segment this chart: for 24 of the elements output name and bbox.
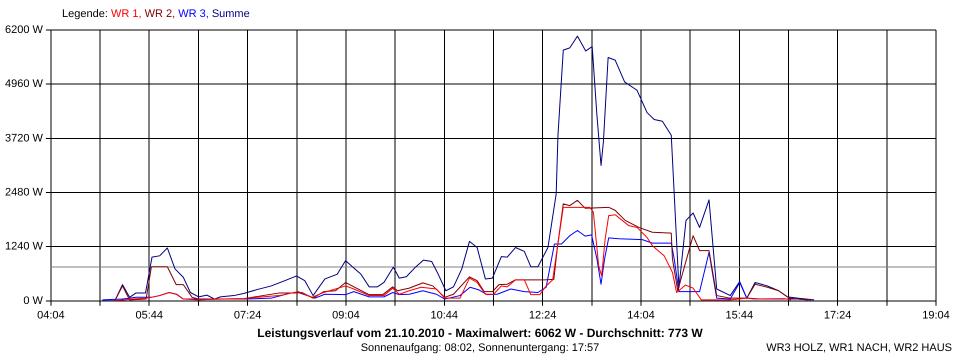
x-tick-label: 17:24	[824, 309, 852, 322]
y-tick-label: 4960 W	[4, 78, 44, 90]
text: WR3 HOLZ, WR1 NACH, WR2 HAUS	[766, 342, 952, 354]
text: WR 3,	[178, 8, 210, 20]
text: Leistungsverlauf vom 21.10.2010 - Maximalwert: 6062 W - Durchschnitt: 773 W	[256, 326, 704, 340]
x-tick-label: 12:24	[528, 309, 556, 322]
legend-title: Legende:	[62, 8, 109, 20]
y-tick-label: 1240 W	[4, 240, 44, 253]
x-tick-label: 14:04	[627, 309, 655, 322]
y-tick-label: 2480 W	[4, 186, 44, 199]
x-tick-label: 05:44	[135, 309, 164, 322]
y-tick-label: 3720 W	[4, 132, 44, 144]
text: WR 2,	[144, 8, 176, 20]
text: Sonnenaufgang: 08:02, Sonnenuntergang: 17:57	[360, 342, 600, 354]
x-tick-label: 15:44	[726, 309, 754, 322]
y-tick-label: 6200 W	[4, 24, 44, 36]
x-tick-label: 04:04	[37, 309, 65, 322]
text: Summe	[212, 8, 250, 20]
x-tick-label: 19:04	[922, 309, 950, 322]
x-tick-label: 10:44	[430, 309, 458, 322]
y-tick-label: 0 W	[23, 294, 44, 307]
text: WR 1,	[110, 8, 142, 20]
x-tick-label: 09:04	[332, 309, 360, 322]
x-tick-label: 07:24	[234, 309, 262, 322]
